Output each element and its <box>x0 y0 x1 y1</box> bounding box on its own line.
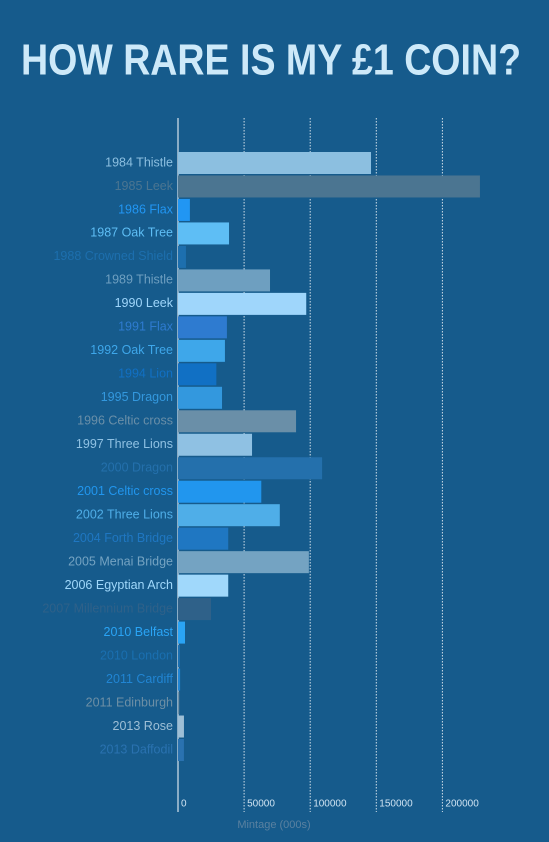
bar <box>178 551 309 574</box>
y-tick-label: 2005 Menai Bridge <box>68 554 173 568</box>
y-tick-label: 1991 Flax <box>118 320 174 334</box>
chart-title: HOW RARE IS MY £1 COIN? <box>21 36 521 85</box>
bar <box>178 410 297 433</box>
y-tick-label: 2013 Daffodil <box>100 742 173 756</box>
bar <box>178 339 225 362</box>
y-tick-label: 1984 Thistle <box>105 155 173 169</box>
x-tick-label: 0 <box>181 799 187 810</box>
bar <box>178 715 184 738</box>
bar <box>178 527 229 550</box>
y-tick-label: 1990 Leek <box>115 296 174 310</box>
bar <box>178 175 480 198</box>
bar <box>178 480 262 503</box>
bar <box>178 504 280 527</box>
bar <box>178 457 323 480</box>
bar <box>178 386 223 409</box>
y-tick-label: 1995 Dragon <box>101 390 173 404</box>
y-tick-label: 2011 Cardiff <box>106 672 173 686</box>
bar <box>178 739 184 761</box>
bar <box>178 621 186 644</box>
bar <box>178 222 230 245</box>
bar <box>178 645 180 668</box>
y-tick-label: 1996 Celtic cross <box>77 414 173 428</box>
x-tick-label: 50000 <box>247 799 275 810</box>
bar <box>178 152 372 174</box>
y-tick-label: 1994 Lion <box>118 367 173 381</box>
bar <box>178 598 212 621</box>
y-tick-label: 2007 Millennium Bridge <box>42 601 173 615</box>
bar <box>178 269 271 292</box>
y-tick-label: 1988 Crowned Shield <box>53 249 173 263</box>
bar <box>178 668 181 691</box>
bar <box>178 292 307 315</box>
bar <box>178 574 229 597</box>
bar <box>178 245 186 268</box>
y-tick-label: 2000 Dragon <box>101 461 173 475</box>
y-tick-label: 1987 Oak Tree <box>90 226 173 240</box>
bar <box>178 433 253 456</box>
y-tick-label: 2001 Celtic cross <box>77 484 173 498</box>
y-tick-label: 2010 Belfast <box>104 625 174 639</box>
y-tick-label: 1989 Thistle <box>105 273 173 287</box>
y-tick-label: 1986 Flax <box>118 202 174 216</box>
y-tick-label: 2011 Edinburgh <box>86 695 173 709</box>
y-tick-label: 2004 Forth Bridge <box>73 531 173 545</box>
y-tick-label: 2002 Three Lions <box>76 507 173 521</box>
y-tick-label: 2006 Egyptian Arch <box>65 578 173 592</box>
x-tick-label: 150000 <box>379 799 413 810</box>
bar <box>178 316 227 339</box>
bar <box>178 363 217 386</box>
y-tick-label: 1985 Leek <box>115 179 174 193</box>
y-tick-label: 1992 Oak Tree <box>90 343 173 357</box>
bar <box>178 198 190 221</box>
bar <box>178 692 180 715</box>
y-tick-label: 1997 Three Lions <box>76 437 173 451</box>
x-tick-label: 100000 <box>313 799 347 810</box>
x-tick-label: 200000 <box>445 799 479 810</box>
y-tick-label: 2013 Rose <box>113 719 174 733</box>
x-axis-label: Mintage (000s) <box>237 819 310 831</box>
y-tick-label: 2010 London <box>100 648 173 662</box>
